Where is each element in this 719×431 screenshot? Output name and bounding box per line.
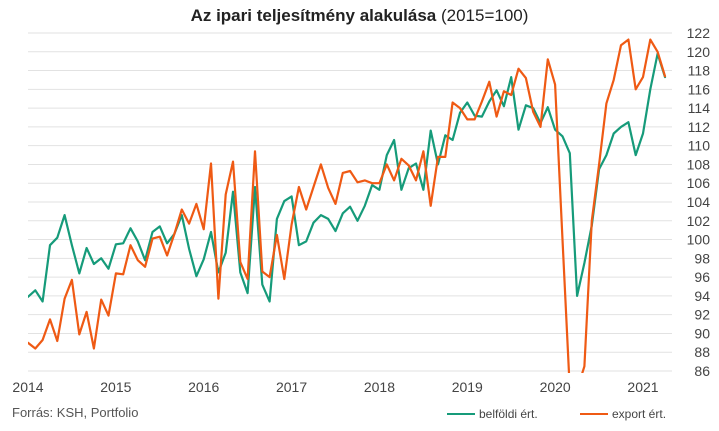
y-tick-label: 118 bbox=[688, 63, 711, 79]
y-tick-label: 88 bbox=[694, 344, 710, 360]
x-tick-label: 2017 bbox=[276, 379, 307, 395]
y-tick-label: 96 bbox=[694, 269, 710, 285]
y-tick-label: 98 bbox=[694, 250, 710, 266]
x-tick-label: 2019 bbox=[452, 379, 483, 395]
source-note: Forrás: KSH, Portfolio bbox=[12, 405, 139, 420]
legend-item-export: export ért. bbox=[580, 407, 666, 421]
y-tick-label: 90 bbox=[694, 325, 710, 341]
x-tick-label: 2018 bbox=[364, 379, 395, 395]
y-tick-label: 116 bbox=[688, 81, 711, 97]
x-tick-label: 2014 bbox=[12, 379, 43, 395]
x-tick-label: 2015 bbox=[100, 379, 131, 395]
y-tick-label: 122 bbox=[687, 25, 711, 41]
series-line-export bbox=[28, 38, 667, 373]
chart-title-suffix: (2015=100) bbox=[440, 6, 529, 25]
chart-title: Az ipari teljesítmény alakulása (2015=10… bbox=[0, 6, 719, 26]
x-tick-label: 2016 bbox=[188, 379, 219, 395]
y-tick-label: 104 bbox=[687, 194, 711, 210]
legend-label-export: export ért. bbox=[612, 407, 667, 421]
y-tick-label: 100 bbox=[687, 232, 711, 248]
legend-label-belfoldi: belföldi ért. bbox=[479, 407, 538, 421]
chart-title-main: Az ipari teljesítmény alakulása bbox=[190, 6, 437, 25]
y-tick-label: 94 bbox=[694, 288, 710, 304]
legend-item-belfoldi: belföldi ért. bbox=[447, 407, 538, 421]
legend-swatch-belfoldi bbox=[447, 413, 475, 415]
y-tick-label: 106 bbox=[687, 175, 711, 191]
y-tick-label: 114 bbox=[688, 100, 711, 116]
x-tick-label: 2020 bbox=[540, 379, 571, 395]
x-tick-label: 2021 bbox=[627, 379, 658, 395]
legend-swatch-export bbox=[580, 413, 608, 415]
y-tick-label: 120 bbox=[687, 44, 711, 60]
y-tick-label: 86 bbox=[694, 363, 710, 379]
y-tick-label: 110 bbox=[688, 138, 711, 154]
y-tick-label: 102 bbox=[687, 213, 711, 229]
series-line-belfoldi bbox=[28, 52, 667, 303]
y-tick-label: 92 bbox=[694, 307, 710, 323]
y-tick-label: 112 bbox=[688, 119, 711, 135]
y-tick-label: 108 bbox=[687, 156, 711, 172]
